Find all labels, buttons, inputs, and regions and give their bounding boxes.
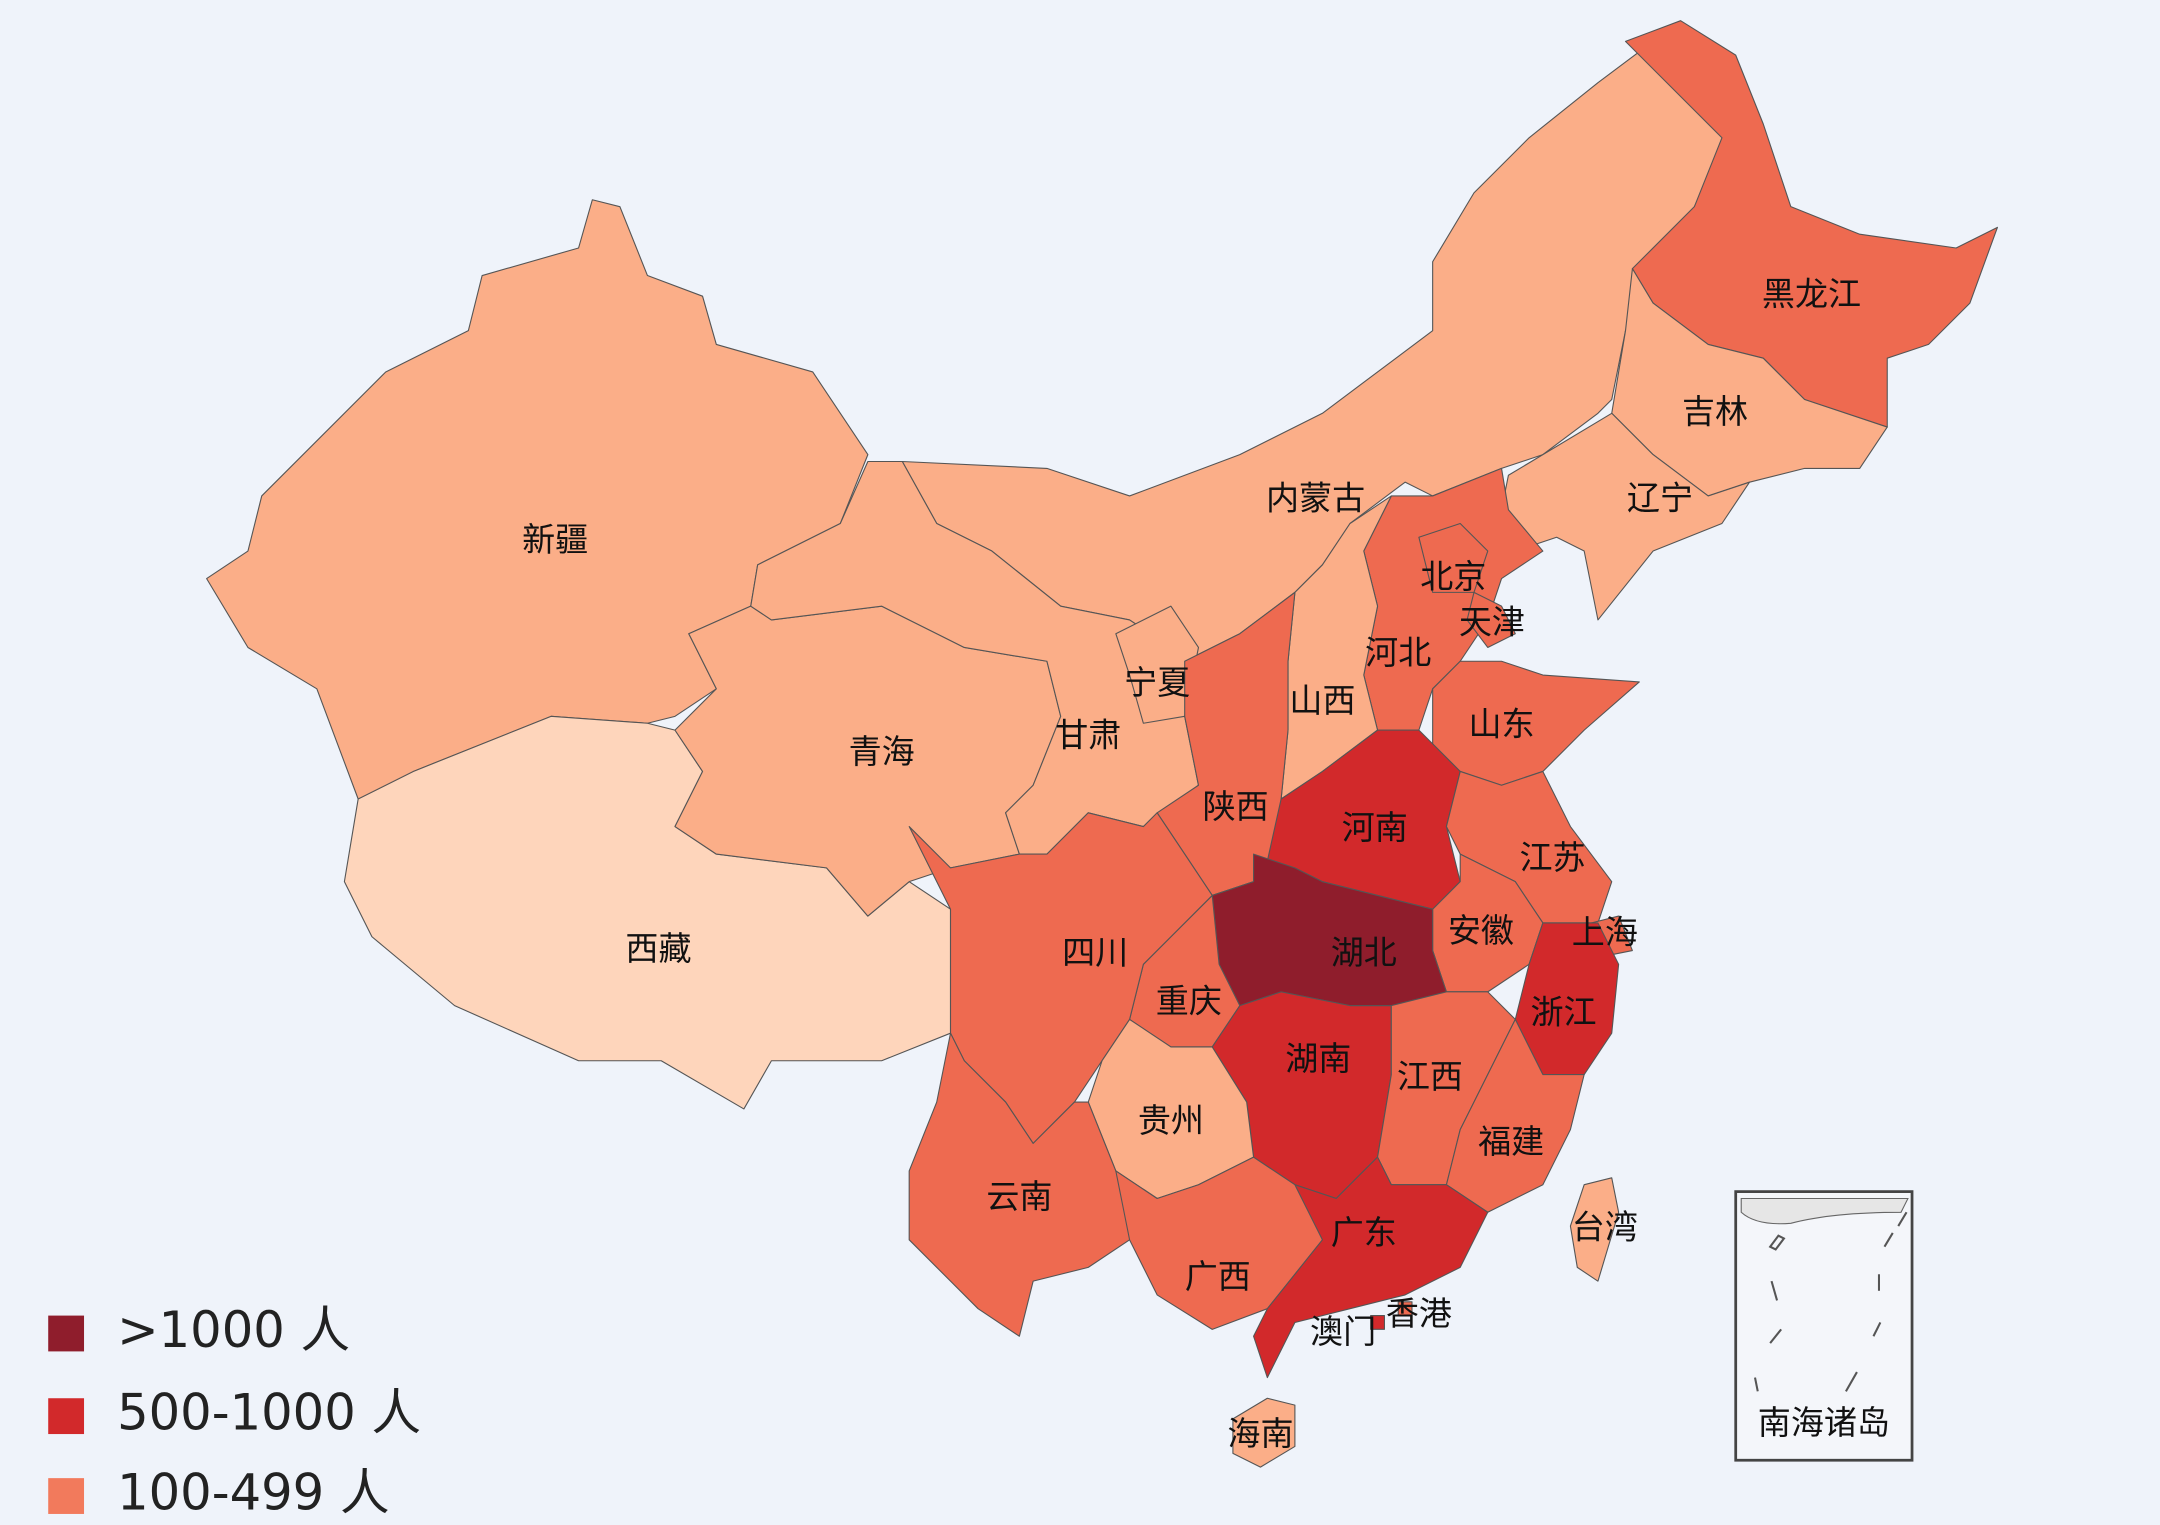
province-label: 浙江 bbox=[1530, 992, 1596, 1031]
province bbox=[1370, 1315, 1385, 1330]
province-label: 广东 bbox=[1331, 1213, 1397, 1252]
province-label: 安徽 bbox=[1448, 911, 1514, 950]
province-label: 江西 bbox=[1397, 1057, 1463, 1096]
province-label: 上海 bbox=[1572, 913, 1638, 952]
province bbox=[1418, 522, 1489, 593]
province-label: 陕西 bbox=[1203, 787, 1269, 826]
province-label: 青海 bbox=[849, 732, 915, 771]
province bbox=[1397, 1301, 1413, 1317]
province-label: 山西 bbox=[1289, 681, 1355, 720]
legend-swatch bbox=[48, 1315, 85, 1352]
province-label: 西藏 bbox=[625, 929, 691, 968]
province bbox=[1569, 1177, 1620, 1282]
legend: >1000 人 500-1000 人 100-499 人 bbox=[48, 1301, 421, 1522]
province-label: 香港 bbox=[1386, 1294, 1452, 1333]
province-label: 山东 bbox=[1468, 704, 1534, 743]
inset-label: 南海诸岛 bbox=[1758, 1403, 1890, 1442]
legend-label: >1000 人 bbox=[117, 1301, 350, 1359]
province-label: 天津 bbox=[1459, 603, 1525, 642]
province-label: 贵州 bbox=[1138, 1101, 1204, 1140]
inset-frame bbox=[1734, 1190, 1914, 1462]
province-label: 湖北 bbox=[1331, 933, 1397, 972]
province bbox=[1466, 591, 1516, 649]
province-label: 内蒙古 bbox=[1266, 479, 1365, 518]
province-label: 四川 bbox=[1062, 933, 1128, 972]
province bbox=[908, 1032, 1158, 1337]
province-label: 海南 bbox=[1227, 1414, 1293, 1453]
province-label: 澳门 bbox=[1310, 1312, 1376, 1351]
inset-islands bbox=[1753, 1211, 1908, 1392]
inset-land bbox=[1740, 1197, 1909, 1225]
province-label: 台湾 bbox=[1572, 1207, 1638, 1246]
province-label: 河北 bbox=[1365, 633, 1431, 672]
province bbox=[1232, 1397, 1296, 1468]
province-label: 辽宁 bbox=[1627, 479, 1693, 518]
province-label: 北京 bbox=[1420, 557, 1486, 596]
regions bbox=[206, 20, 1999, 1468]
province bbox=[1253, 1156, 1489, 1379]
province bbox=[1445, 1018, 1585, 1213]
province bbox=[343, 715, 952, 1110]
province-label: 宁夏 bbox=[1124, 663, 1190, 702]
inset: 南海诸岛 bbox=[1734, 1190, 1914, 1462]
province-label: 福建 bbox=[1478, 1122, 1544, 1161]
legend-swatch bbox=[48, 1478, 85, 1514]
province-label: 湖南 bbox=[1285, 1039, 1351, 1078]
legend-swatch bbox=[48, 1398, 85, 1435]
province-label: 重庆 bbox=[1156, 981, 1222, 1020]
province-label: 江苏 bbox=[1519, 838, 1585, 877]
province-label: 河南 bbox=[1342, 808, 1408, 847]
province-label: 云南 bbox=[986, 1177, 1052, 1216]
province-label: 新疆 bbox=[522, 520, 588, 559]
legend-label: 100-499 人 bbox=[117, 1464, 390, 1522]
province-label: 甘肃 bbox=[1055, 716, 1121, 755]
province-label: 黑龙江 bbox=[1762, 275, 1861, 314]
province-label: 广西 bbox=[1185, 1257, 1251, 1296]
legend-label: 500-1000 人 bbox=[117, 1384, 421, 1442]
province-label: 吉林 bbox=[1682, 392, 1748, 431]
